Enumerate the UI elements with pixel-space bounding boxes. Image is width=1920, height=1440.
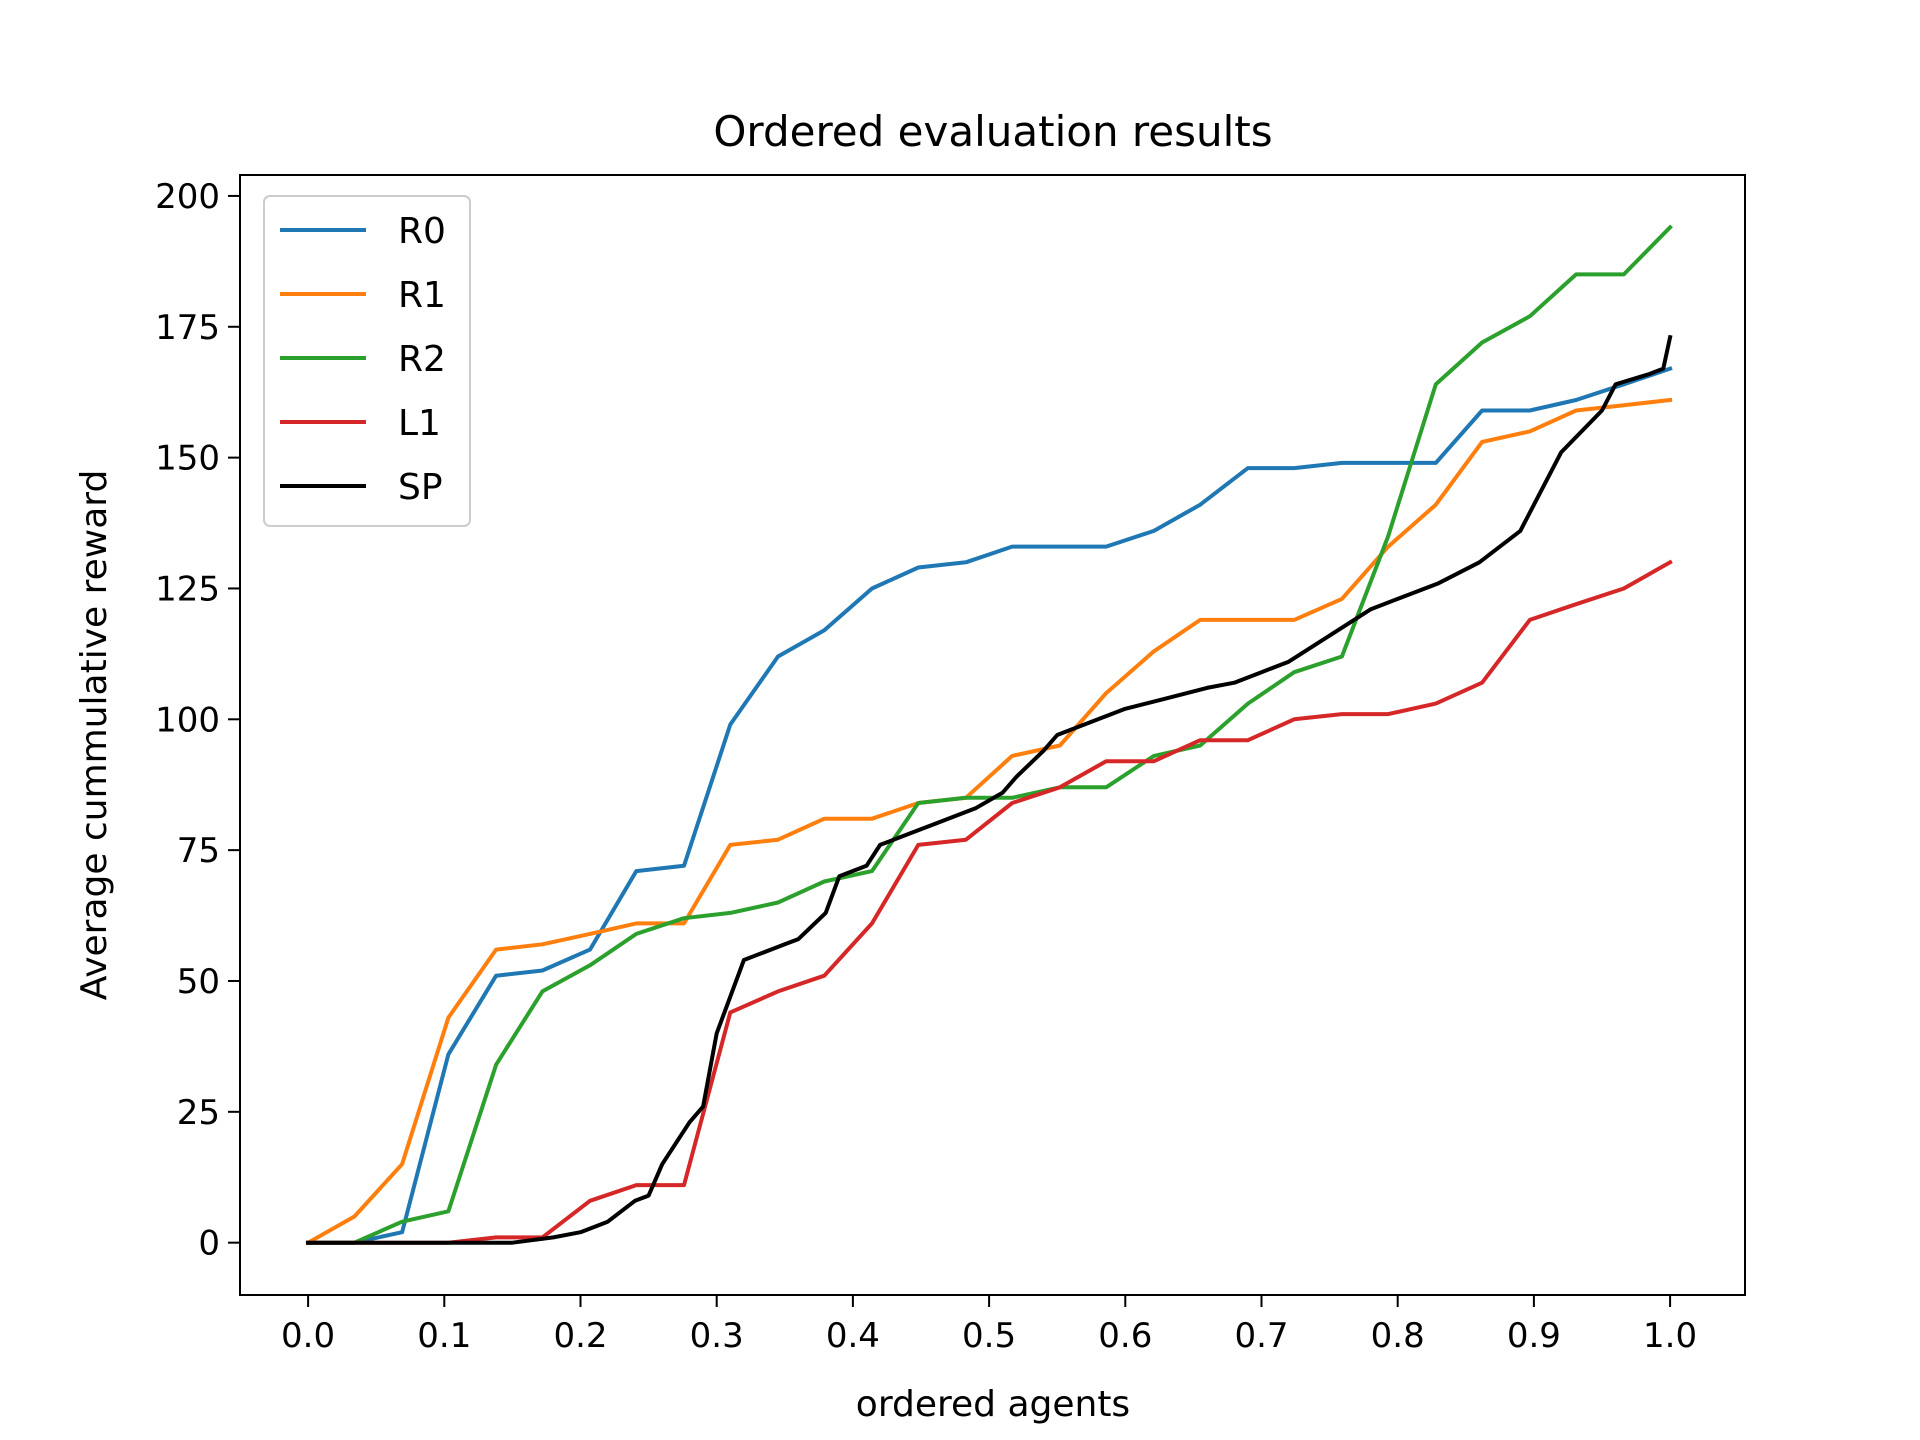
x-tick-label: 0.8 (1371, 1316, 1425, 1356)
x-tick-label: 0.6 (1098, 1316, 1152, 1356)
series-line-r0 (306, 366, 1673, 1245)
y-tick-label: 200 (155, 177, 220, 217)
x-tick-label: 0.5 (962, 1316, 1016, 1356)
legend-label-l1: L1 (398, 403, 441, 444)
chart-title: Ordered evaluation results (713, 107, 1272, 156)
legend: R0 R1 R2 L1 SP (263, 195, 471, 527)
series-line-sp (306, 334, 1673, 1245)
series-line-r2 (306, 224, 1673, 1245)
y-tick-label: 150 (155, 439, 220, 479)
y-tick-label: 125 (155, 569, 220, 609)
legend-label-r0: R0 (398, 211, 446, 252)
y-axis: 0 25 50 75 100 125 150 175 200 (155, 177, 240, 1264)
x-tick-label: 0.9 (1507, 1316, 1561, 1356)
x-tick-label: 0.7 (1234, 1316, 1288, 1356)
legend-label-sp: SP (398, 467, 443, 508)
series-line-r1 (305, 397, 1673, 1246)
x-tick-label: 0.2 (553, 1316, 607, 1356)
series-layer (305, 224, 1673, 1246)
plot-frame (239, 174, 1746, 1296)
legend-box (263, 195, 471, 527)
y-tick-label: 25 (177, 1093, 220, 1133)
legend-label-r1: R1 (398, 275, 446, 316)
y-tick-label: 175 (155, 308, 220, 348)
series-line-l1 (306, 559, 1673, 1245)
y-tick-label: 100 (155, 700, 220, 740)
y-tick-label: 0 (198, 1224, 220, 1264)
y-tick-label: 50 (177, 962, 220, 1002)
x-tick-label: 1.0 (1643, 1316, 1697, 1356)
x-tick-label: 0.3 (690, 1316, 744, 1356)
x-tick-label: 0.1 (417, 1316, 471, 1356)
x-tick-label: 0.0 (281, 1316, 335, 1356)
x-axis: 0.0 0.1 0.2 0.3 0.4 0.5 0.6 0.7 0.8 0.9 1.0 (281, 1295, 1697, 1356)
y-axis-label: Average cummulative reward (74, 470, 115, 1001)
legend-label-r2: R2 (398, 339, 446, 380)
y-tick-label: 75 (177, 831, 220, 871)
x-tick-label: 0.4 (826, 1316, 880, 1356)
x-axis-label: ordered agents (856, 1384, 1130, 1425)
